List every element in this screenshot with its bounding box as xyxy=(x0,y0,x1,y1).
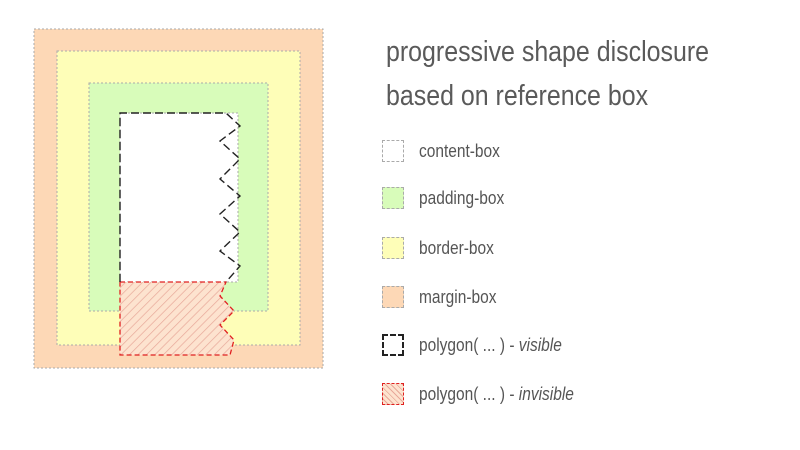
legend-label: content-box xyxy=(419,141,500,161)
page-title: progressive shape disclosure based on re… xyxy=(386,30,747,118)
legend-label: polygon( ... ) - visible xyxy=(419,335,562,355)
padding-box-swatch-icon xyxy=(382,187,404,209)
legend-label: margin-box xyxy=(419,287,497,307)
content-box-swatch-icon xyxy=(382,140,404,162)
polygon-invisible-part xyxy=(119,281,235,356)
polygon-visible-part xyxy=(119,112,242,283)
polygon-invisible-swatch-icon xyxy=(382,383,404,405)
legend-item-padding-box: padding-box xyxy=(382,185,722,213)
title-line-2: based on reference box xyxy=(386,80,649,112)
legend-item-polygon-invisible: polygon( ... ) - invisible xyxy=(382,381,722,409)
legend-item-polygon-visible: polygon( ... ) - visible xyxy=(382,332,722,360)
title-line-1: progressive shape disclosure xyxy=(386,36,710,68)
polygon-visible-swatch-icon xyxy=(382,334,404,356)
legend-label: polygon( ... ) - invisible xyxy=(419,384,574,404)
legend-item-border-box: border-box xyxy=(382,235,722,263)
border-box-swatch-icon xyxy=(382,237,404,259)
legend-label: border-box xyxy=(419,238,494,258)
legend-item-margin-box: margin-box xyxy=(382,284,722,312)
content-box xyxy=(119,112,239,283)
margin-box-swatch-icon xyxy=(382,286,404,308)
legend-label: padding-box xyxy=(419,188,505,208)
legend-item-content-box: content-box xyxy=(382,138,722,166)
